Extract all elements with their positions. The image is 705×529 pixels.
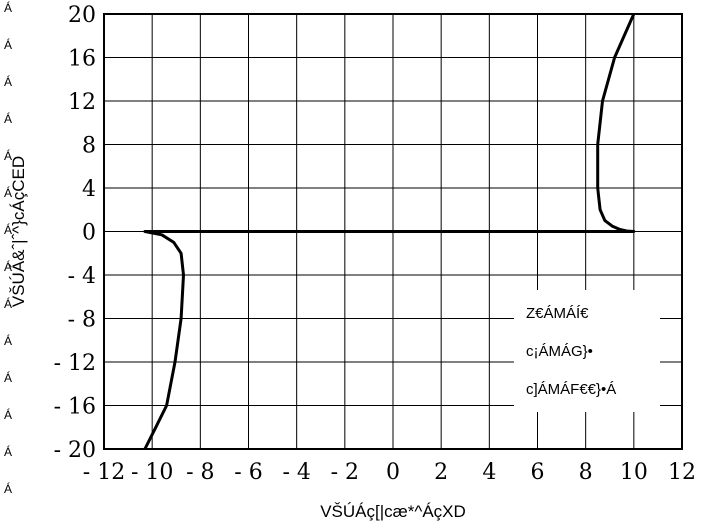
side-mark: Á — [4, 407, 12, 422]
side-mark: Á — [4, 0, 12, 15]
y-axis-label: VŠÚÁ&ˆ|ˆ^}cÁçCED — [9, 156, 28, 307]
y-tick-label: 4 — [82, 177, 96, 202]
x-tick-label: 4 — [482, 460, 496, 485]
side-mark: Á — [4, 296, 12, 311]
x-tick-label: 6 — [531, 460, 545, 485]
y-tick-label: - 8 — [68, 308, 96, 333]
y-tick-label: 8 — [82, 134, 96, 159]
side-marks: Á Á Á Á Á Á Á Á Á Á Á Á Á Á — [4, 0, 12, 496]
x-tick-label: 8 — [579, 460, 593, 485]
series-line — [143, 13, 636, 450]
side-mark: Á — [4, 37, 12, 52]
x-tick-label: - 10 — [131, 460, 173, 485]
y-tick-label: - 4 — [68, 264, 96, 289]
x-tick-label: - 12 — [83, 460, 125, 485]
y-tick-labels: 20 16 12 8 4 0 - 4 - 8 - 12 - 16 - 20 — [54, 3, 96, 463]
x-tick-label: - 2 — [331, 460, 359, 485]
y-tick-label: 20 — [68, 3, 96, 28]
y-tick-label: - 20 — [54, 438, 96, 463]
x-tick-label: 2 — [434, 460, 448, 485]
legend-entry: c]ÁMÁF€€}•Á — [526, 381, 616, 398]
legend-entry: c¡ÁMÁG}• — [526, 343, 593, 360]
x-tick-label: 12 — [668, 460, 696, 485]
side-mark: Á — [4, 333, 12, 348]
y-tick-label: - 16 — [54, 395, 96, 420]
side-mark: Á — [4, 148, 12, 163]
legend-entry: Z€ÁMÁÍ€ — [526, 305, 589, 322]
legend-box — [514, 290, 660, 412]
side-mark: Á — [4, 185, 12, 200]
legend: Z€ÁMÁÍ€ c¡ÁMÁG}• c]ÁMÁF€€}•Á — [514, 290, 660, 412]
side-mark: Á — [4, 259, 12, 274]
series-group — [143, 13, 636, 450]
grid-lines — [104, 14, 682, 449]
side-mark: Á — [4, 444, 12, 459]
x-tick-labels: - 12- 10 - 8 - 6 - 4 - 2 0 2 4 6 8 10 12 — [83, 460, 696, 485]
side-mark: Á — [4, 111, 12, 126]
x-tick-label: - 8 — [186, 460, 214, 485]
y-tick-label: 16 — [68, 47, 96, 72]
x-tick-label: - 4 — [282, 460, 310, 485]
side-mark: Á — [4, 222, 12, 237]
x-tick-label: - 6 — [234, 460, 262, 485]
x-tick-label: 0 — [386, 460, 400, 485]
y-tick-label: 12 — [68, 90, 96, 115]
x-axis-label: VŠÚÁç[|cæ*^ÁçXD — [320, 502, 466, 521]
side-mark: Á — [4, 74, 12, 89]
y-tick-label: 0 — [82, 221, 96, 246]
side-mark: Á — [4, 481, 12, 496]
x-tick-label: 10 — [620, 460, 648, 485]
plot-frame — [103, 13, 683, 450]
y-tick-label: - 12 — [54, 351, 96, 376]
side-mark: Á — [4, 370, 12, 385]
